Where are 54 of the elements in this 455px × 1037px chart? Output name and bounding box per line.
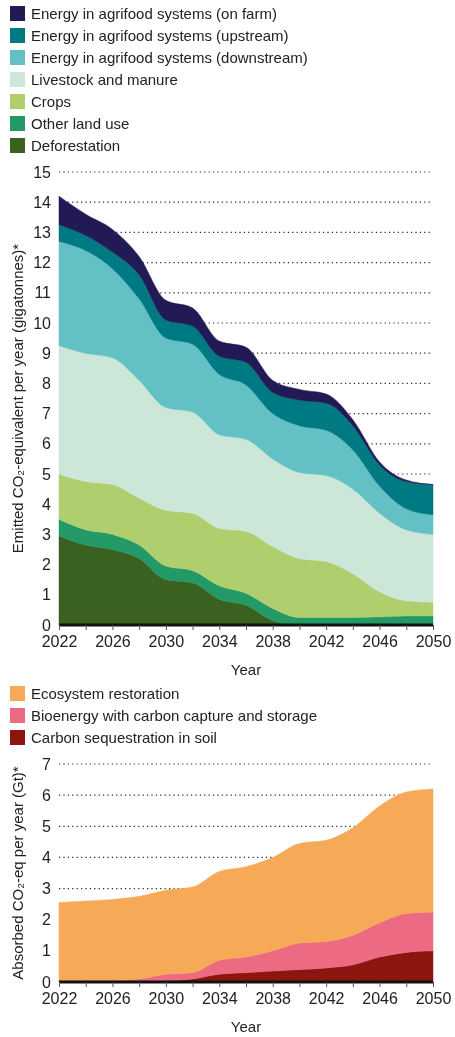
x-tick-label: 2030 [148,990,185,1008]
x-tick-label: 2050 [415,633,452,651]
x-tick-label: 2050 [415,990,452,1008]
x-tick-label: 2042 [308,990,345,1008]
x-tick-label: 2038 [255,990,292,1008]
legend-label: Energy in agrifood systems (downstream) [31,49,308,66]
y-axis-title: Emitted CO₂-equivalent per year (gigatonnes)* [9,243,26,554]
y-tick-label: 7 [42,755,52,773]
y-axis-title: Absorbed CO₂-eq per year (Gt)* [9,766,26,980]
legend-label: Ecosystem restoration [31,685,180,702]
legend-label: Energy in agrifood systems (upstream) [31,27,289,44]
legend-label: Carbon sequestration in soil [31,729,217,746]
y-tick-label: 4 [42,495,52,513]
y-tick-label: 6 [42,786,52,804]
x-axis-title: Year [230,1018,262,1035]
x-axis-title: Year [230,661,262,678]
legend-label: Bioenergy with carbon capture and storage [31,707,318,724]
x-tick-label: 2046 [362,633,398,651]
y-tick-label: 4 [42,849,52,867]
y-tick-label: 11 [34,284,52,302]
y-tick-label: 10 [33,314,52,332]
y-tick-label: 14 [33,193,52,211]
legend-label: Livestock and manure [31,71,178,88]
y-tick-label: 12 [33,254,52,272]
y-tick-label: 3 [42,880,52,898]
legend-label: Crops [31,93,72,110]
x-tick-label: 2030 [148,633,185,651]
y-tick-label: 8 [42,375,52,393]
y-tick-label: 9 [42,344,52,362]
y-tick-label: 13 [33,224,52,242]
legend-label: Deforestation [31,137,121,154]
x-tick-label: 2026 [95,633,131,651]
x-tick-label: 2022 [41,990,78,1008]
x-tick-label: 2034 [201,990,238,1008]
y-tick-label: 2 [42,911,52,929]
x-tick-label: 2046 [362,990,398,1008]
y-tick-label: 3 [42,526,52,544]
y-tick-label: 6 [42,435,52,453]
legend-label: Other land use [31,115,130,132]
y-tick-label: 15 [33,163,52,181]
legend-label: Energy in agrifood systems (on farm) [31,5,277,22]
y-tick-label: 0 [42,616,52,634]
x-tick-label: 2034 [201,633,238,651]
y-tick-label: 5 [42,817,52,835]
y-tick-label: 0 [42,973,52,991]
y-tick-label: 1 [42,586,52,604]
y-tick-label: 7 [42,405,52,423]
x-tick-label: 2022 [41,633,78,651]
x-tick-label: 2042 [308,633,345,651]
y-tick-label: 1 [42,942,52,960]
y-tick-label: 5 [42,465,52,483]
y-tick-label: 2 [42,556,52,574]
x-tick-label: 2038 [255,633,292,651]
x-tick-label: 2026 [95,990,131,1008]
